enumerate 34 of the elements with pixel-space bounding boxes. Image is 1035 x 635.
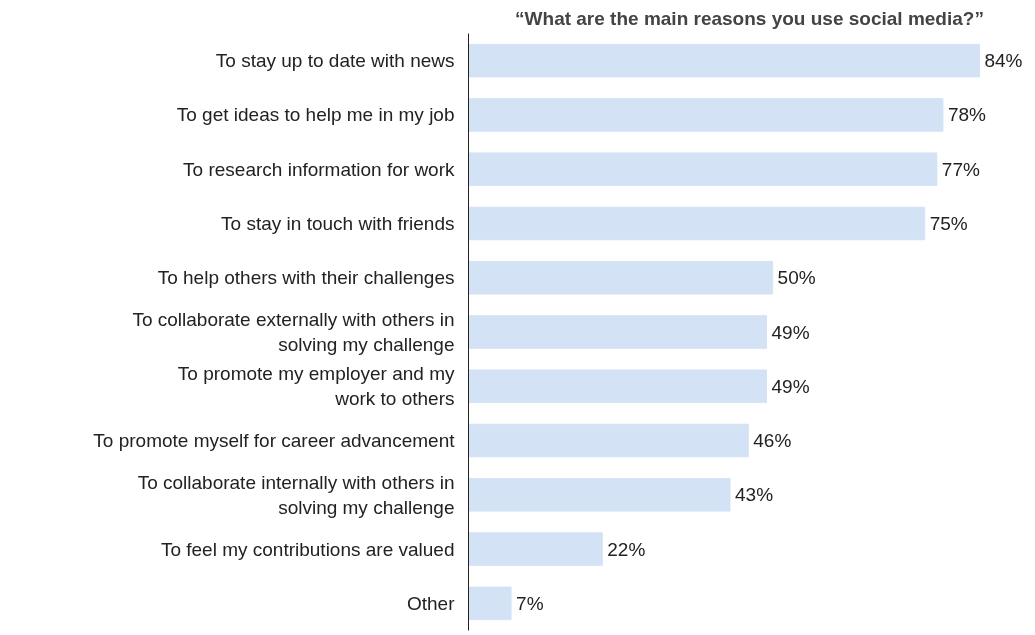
data-label: 7% <box>516 592 544 614</box>
bar <box>468 43 980 78</box>
y-tick-label: To feel my contributions are valued <box>160 538 455 560</box>
bar <box>468 315 768 349</box>
data-label: 49% <box>771 375 810 397</box>
data-label: 75% <box>929 212 968 234</box>
bar <box>468 586 512 621</box>
data-label: 78% <box>947 104 987 126</box>
chart-title: “What are the main reasons you use social media?” <box>515 7 984 29</box>
y-tick-label: To stay in touch with friends <box>221 212 455 234</box>
bar <box>468 423 749 458</box>
y-tick-label: To promote myself for career advancement <box>93 430 456 452</box>
data-label: 49% <box>771 321 810 343</box>
bar <box>468 478 731 512</box>
bar <box>468 532 603 566</box>
data-label: 50% <box>777 267 816 289</box>
data-label: 77% <box>941 158 980 180</box>
y-tick-label: To collaborate externally with others in solving my challenge <box>132 308 455 356</box>
y-tick-label: To help others with their challenges <box>157 267 455 289</box>
data-label: 43% <box>735 484 774 506</box>
y-tick-label: To stay up to date with news <box>215 50 455 72</box>
y-tick-label: Other <box>406 592 456 614</box>
data-label: 22% <box>607 538 646 560</box>
bar <box>468 98 944 132</box>
y-tick-label: To get ideas to help me in my job <box>176 104 455 126</box>
bar <box>468 206 926 241</box>
y-tick-label: To collaborate internally with others in solving my challenge <box>137 471 455 518</box>
bar <box>468 369 768 404</box>
y-tick-label: To research information for work <box>183 158 455 180</box>
data-label: 84% <box>984 50 1023 72</box>
y-tick-label: To promote my employer and my work to others <box>177 363 455 410</box>
bar <box>468 152 938 186</box>
data-label: 46% <box>753 430 792 452</box>
bar <box>468 260 774 295</box>
